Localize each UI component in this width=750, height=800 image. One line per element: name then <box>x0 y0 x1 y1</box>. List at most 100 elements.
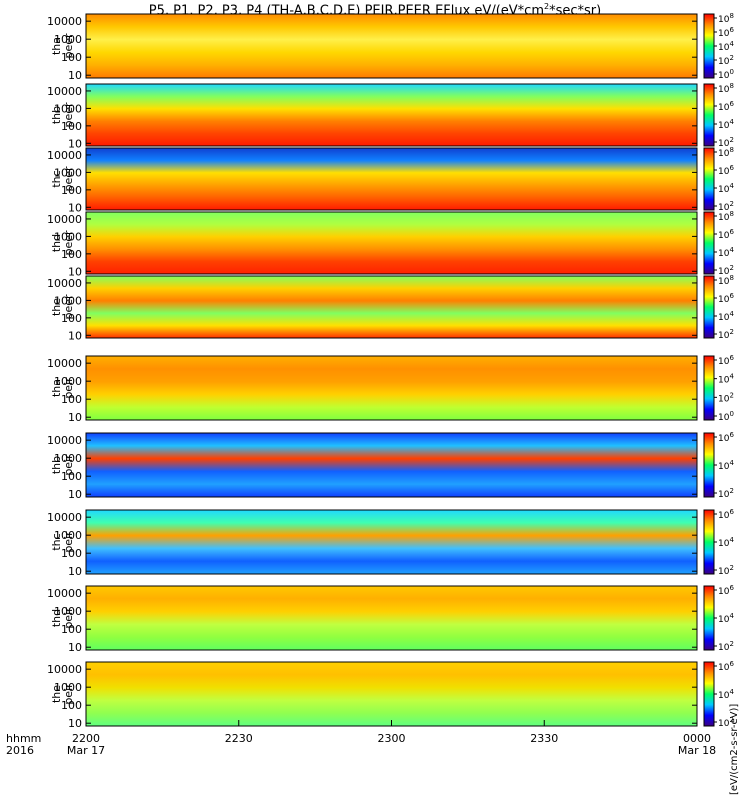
y-tick-label: 10 <box>68 69 82 82</box>
y-axis-label: peir <box>62 683 75 705</box>
y-tick-label: 10 <box>68 265 82 278</box>
y-tick-label: 1000 <box>54 529 82 542</box>
colorbar-tick-label: 102 <box>718 328 734 341</box>
y-tick-label: 100 <box>61 312 82 325</box>
y-axis-label: peir <box>62 531 75 553</box>
panel-thc-peir-spectrogram <box>86 510 697 574</box>
y-axis-label: tha <box>50 37 63 55</box>
colorbar-tick-label: 106 <box>718 508 734 521</box>
panel-frame <box>85 83 698 147</box>
colorbar-tick-label: 106 <box>718 26 734 39</box>
y-tick-label: 100 <box>61 51 82 64</box>
y-axis-label: peer <box>62 294 75 320</box>
y-tick-label: 10000 <box>47 15 82 28</box>
panel-thd-peir-spectrogram <box>86 586 697 650</box>
panel-the-peir-spectrogram <box>86 662 697 726</box>
colorbar-tick-label: 104 <box>718 40 734 53</box>
y-tick-label: 1000 <box>54 33 82 46</box>
y-tick-label: 10000 <box>47 357 82 370</box>
colorbar-tick-label: 102 <box>718 487 734 500</box>
x-tick-label: 2230 <box>225 732 253 745</box>
colorbar-tick-label: 100 <box>718 68 734 81</box>
y-tick-label: 10000 <box>47 213 82 226</box>
y-tick-label: 10000 <box>47 434 82 447</box>
y-axis-label: thd <box>50 234 63 252</box>
colorbar-tick-label: 104 <box>718 373 734 386</box>
colorbar-thb-peer <box>703 83 715 147</box>
y-axis-label: peer <box>62 230 75 256</box>
y-tick-label: 100 <box>61 184 82 197</box>
y-tick-label: 1000 <box>54 102 82 115</box>
y-tick-label: 100 <box>61 623 82 636</box>
colorbar-tick-label: 106 <box>718 292 734 305</box>
y-axis-label: thd <box>50 609 63 627</box>
colorbar-the-peir <box>703 661 715 727</box>
colorbar-tha-peir <box>703 355 715 421</box>
y-tick-label: 10000 <box>47 149 82 162</box>
y-axis-label: thc <box>50 170 63 187</box>
panel-thb-peer-spectrogram <box>86 84 697 146</box>
panel-frame <box>85 432 698 498</box>
y-axis-label: peir <box>62 377 75 399</box>
y-tick-label: 100 <box>61 547 82 560</box>
colorbar-units-label: [eV/(cm2-s-sr-eV)] <box>729 703 740 795</box>
colorbar-tick-label: 102 <box>718 564 734 577</box>
colorbar-tick-label: 102 <box>718 640 734 653</box>
y-tick-label: 10000 <box>47 663 82 676</box>
colorbar-tick-label: 108 <box>718 12 734 25</box>
panel-frame <box>85 211 698 275</box>
y-tick-label: 100 <box>61 120 82 133</box>
year-label: 2016 <box>6 744 34 757</box>
y-tick-label: 1000 <box>54 230 82 243</box>
panel-frame <box>85 355 698 421</box>
y-axis-label: the <box>50 298 63 316</box>
panel-tha-peir-spectrogram <box>86 356 697 420</box>
panel-frame <box>85 275 698 339</box>
x-tick-label: 0000 <box>683 732 711 745</box>
colorbar-thc-peir <box>703 509 715 575</box>
colorbar-thd-peer <box>703 211 715 275</box>
y-tick-label: 1000 <box>54 294 82 307</box>
y-tick-label: 10 <box>68 411 82 424</box>
panel-the-peer-spectrogram <box>86 276 697 338</box>
y-tick-label: 10000 <box>47 85 82 98</box>
colorbar-tick-label: 106 <box>718 584 734 597</box>
y-tick-label: 10 <box>68 201 82 214</box>
y-axis-label: peer <box>62 166 75 192</box>
colorbar-tha-peer <box>703 13 715 79</box>
x-tick-label: 2300 <box>378 732 406 745</box>
y-tick-label: 1000 <box>54 681 82 694</box>
colorbar-tick-label: 102 <box>718 391 734 404</box>
y-axis-label: tha <box>50 379 63 397</box>
colorbar-tick-label: 104 <box>718 118 734 131</box>
y-axis-label: thb <box>50 456 63 474</box>
y-tick-label: 10 <box>68 488 82 501</box>
y-tick-label: 10000 <box>47 277 82 290</box>
time-axis-label: hhmm <box>6 732 41 745</box>
colorbar-tick-label: 100 <box>718 410 734 423</box>
y-axis-label: thc <box>50 533 63 550</box>
y-tick-label: 10 <box>68 565 82 578</box>
colorbar-tick-label: 104 <box>718 182 734 195</box>
x-tick-label: 2200 <box>72 732 100 745</box>
y-tick-label: 1000 <box>54 452 82 465</box>
panel-thc-peer-spectrogram <box>86 148 697 210</box>
y-tick-label: 1000 <box>54 166 82 179</box>
y-axis-label: peir <box>62 454 75 476</box>
y-axis-label: peer <box>62 33 75 59</box>
panel-frame <box>85 13 698 79</box>
colorbar-tick-label: 106 <box>718 660 734 673</box>
colorbar-tick-label: 104 <box>718 688 734 701</box>
colorbar-tick-label: 104 <box>718 310 734 323</box>
y-tick-label: 100 <box>61 699 82 712</box>
colorbar-tick-label: 104 <box>718 246 734 259</box>
y-tick-label: 1000 <box>54 605 82 618</box>
x-tick-label: 2330 <box>530 732 558 745</box>
colorbar-tick-label: 106 <box>718 431 734 444</box>
panel-thb-peir-spectrogram <box>86 433 697 497</box>
panel-thd-peer-spectrogram <box>86 212 697 274</box>
colorbar-tick-label: 104 <box>718 459 734 472</box>
y-tick-label: 10 <box>68 641 82 654</box>
y-axis-label: the <box>50 685 63 703</box>
